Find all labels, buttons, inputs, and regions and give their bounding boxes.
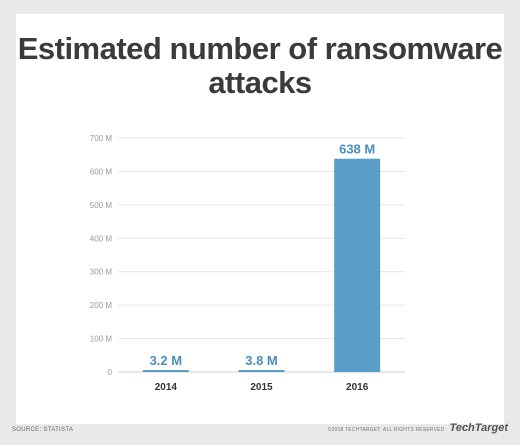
y-tick-label: 700 M	[90, 134, 113, 143]
bar-2014	[142, 370, 189, 372]
x-tick-label: 2015	[250, 382, 273, 393]
data-label: 638 M	[339, 142, 375, 157]
y-tick-label: 600 M	[90, 167, 113, 176]
bar-2016	[334, 158, 381, 372]
y-tick-label: 400 M	[90, 234, 113, 243]
x-tick-label: 2014	[155, 382, 178, 393]
y-tick-label: 100 M	[90, 335, 113, 344]
y-tick-label: 0	[108, 368, 113, 377]
x-tick-label: 2016	[346, 382, 369, 393]
bar-2015	[238, 370, 285, 372]
chart-card	[16, 14, 504, 424]
brand-logo: TechTarget	[449, 422, 508, 434]
footer-credits: ©2018 TECHTARGET. ALL RIGHTS RESERVED Te…	[328, 422, 508, 434]
source-note: SOURCE: STATISTA	[12, 427, 74, 433]
y-tick-label: 500 M	[90, 201, 113, 210]
copyright-text: ©2018 TECHTARGET. ALL RIGHTS RESERVED	[327, 427, 445, 433]
y-tick-label: 200 M	[90, 301, 113, 310]
y-tick-label: 300 M	[90, 268, 113, 277]
chart-title: Estimated number of ransomware attacks	[17, 31, 503, 100]
data-label: 3.2 M	[150, 353, 183, 368]
data-label: 3.8 M	[245, 353, 278, 368]
